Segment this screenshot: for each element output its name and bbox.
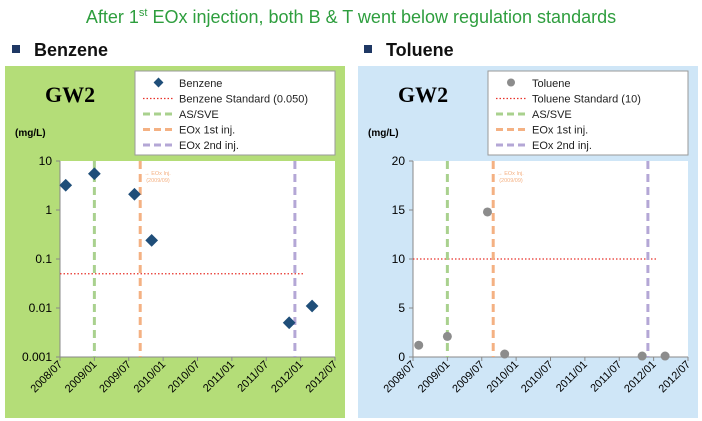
- y-tick-label: 10: [39, 154, 53, 168]
- legend-marker: [153, 77, 164, 88]
- y-axis-label: (mg/L): [368, 128, 399, 139]
- y-tick-label: 0: [398, 350, 405, 364]
- data-point: [145, 234, 159, 247]
- data-point: [442, 331, 452, 341]
- legend-label: EOx 1st inj.: [179, 125, 235, 137]
- annotation-line-2: (2009/09): [499, 178, 523, 184]
- data-point: [88, 167, 101, 181]
- headline-suffix: EOx injection, both B & T went below reg…: [147, 7, 617, 27]
- section-title-benzene: Benzene: [12, 40, 108, 61]
- legend-label: AS/SVE: [179, 109, 219, 121]
- data-point: [637, 351, 647, 361]
- data-point: [414, 340, 424, 350]
- slide-headline: After 1st EOx injection, both B & T went…: [0, 7, 702, 28]
- data-point: [59, 178, 73, 192]
- y-tick-label: 0.01: [29, 301, 53, 315]
- legend-label: Benzene: [179, 78, 222, 90]
- data-point: [482, 207, 492, 217]
- annotation-line-2: (2009/09): [146, 178, 170, 184]
- data-point: [305, 299, 319, 313]
- legend-box: [487, 70, 689, 156]
- legend-label: EOx 1st inj.: [532, 125, 588, 137]
- legend-label: Benzene Standard (0.050): [179, 94, 308, 106]
- section-title-text: Benzene: [34, 40, 109, 60]
- annotation-line-1: → EOx Inj.: [144, 171, 171, 177]
- y-tick-label: 10: [392, 252, 406, 266]
- section-title-toluene: Toluene: [364, 40, 454, 61]
- chart-panel-toluene: GW2(mg/L)201510502008/072009/012009/0720…: [358, 66, 698, 418]
- y-tick-label: 1: [45, 203, 52, 217]
- panel-label: GW2: [45, 82, 95, 107]
- y-tick-label: 5: [398, 301, 405, 315]
- y-tick-label: 0.001: [22, 350, 52, 364]
- y-axis-label: (mg/L): [15, 128, 46, 139]
- headline-prefix: After 1: [85, 7, 139, 27]
- headline-sup: st: [138, 7, 148, 19]
- legend-label: Toluene Standard (10): [532, 94, 641, 106]
- y-tick-label: 20: [392, 154, 406, 168]
- panel-label: GW2: [398, 82, 448, 107]
- data-point: [500, 349, 510, 359]
- annotation-line-1: → EOx Inj.: [497, 171, 524, 177]
- eox-annotation: → EOx Inj.(2009/09): [497, 171, 524, 184]
- legend-label: EOx 2nd inj.: [532, 140, 592, 152]
- legend-marker: [507, 78, 515, 87]
- legend-label: AS/SVE: [532, 109, 572, 121]
- legend: Benzene Benzene Standard (0.050) AS/SVE EOx…: [134, 70, 336, 156]
- data-point: [660, 351, 670, 361]
- y-tick-label: 0.1: [35, 252, 52, 266]
- bullet-icon: [12, 45, 20, 54]
- legend-label: EOx 2nd inj.: [179, 140, 239, 152]
- eox-annotation: → EOx Inj.(2009/09): [144, 171, 171, 184]
- legend: Toluene Toluene Standard (10) AS/SVE EOx 1s…: [487, 70, 689, 156]
- legend-label: Toluene: [532, 78, 571, 90]
- section-title-text: Toluene: [386, 40, 454, 60]
- bullet-icon: [364, 45, 372, 54]
- y-tick-label: 15: [392, 203, 406, 217]
- chart-panel-benzene: GW2(mg/L)1010.10.010.0012008/072009/0120…: [5, 66, 345, 418]
